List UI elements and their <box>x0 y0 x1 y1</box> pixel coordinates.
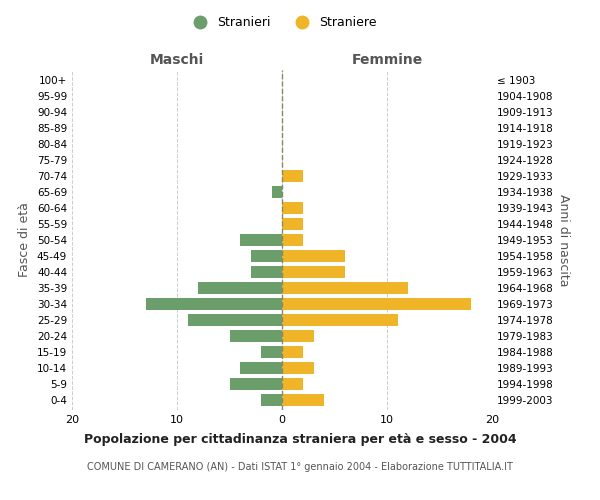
Bar <box>229 330 282 342</box>
Text: Popolazione per cittadinanza straniera per età e sesso - 2004: Popolazione per cittadinanza straniera p… <box>83 432 517 446</box>
Bar <box>282 298 471 310</box>
Bar <box>282 250 345 262</box>
Legend: Stranieri, Straniere: Stranieri, Straniere <box>182 11 382 34</box>
Bar <box>282 282 408 294</box>
Bar <box>282 234 303 246</box>
Bar <box>240 362 282 374</box>
Bar <box>282 170 303 182</box>
Bar <box>282 202 303 214</box>
Bar <box>282 314 398 326</box>
Bar <box>146 298 282 310</box>
Bar <box>229 378 282 390</box>
Y-axis label: Anni di nascita: Anni di nascita <box>557 194 570 286</box>
Bar <box>282 362 314 374</box>
Text: COMUNE DI CAMERANO (AN) - Dati ISTAT 1° gennaio 2004 - Elaborazione TUTTITALIA.I: COMUNE DI CAMERANO (AN) - Dati ISTAT 1° … <box>87 462 513 472</box>
Bar <box>282 378 303 390</box>
Y-axis label: Fasce di età: Fasce di età <box>19 202 31 278</box>
Bar <box>282 330 314 342</box>
Bar <box>187 314 282 326</box>
Text: Maschi: Maschi <box>150 53 204 67</box>
Text: Femmine: Femmine <box>352 53 422 67</box>
Bar <box>271 186 282 198</box>
Bar <box>251 266 282 278</box>
Bar <box>282 346 303 358</box>
Bar <box>251 250 282 262</box>
Bar <box>282 266 345 278</box>
Bar <box>240 234 282 246</box>
Bar <box>198 282 282 294</box>
Bar <box>282 218 303 230</box>
Bar <box>282 394 324 406</box>
Bar <box>261 394 282 406</box>
Bar <box>261 346 282 358</box>
